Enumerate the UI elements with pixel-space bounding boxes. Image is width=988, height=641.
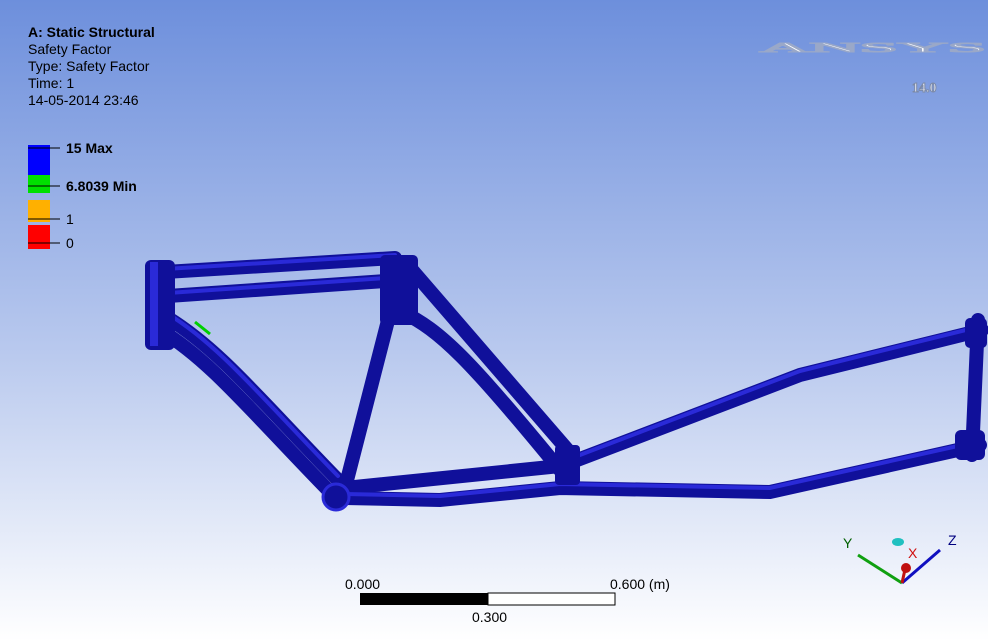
legend-swatch bbox=[28, 145, 50, 175]
header-line: Safety Factor bbox=[28, 41, 112, 57]
legend-label: 0 bbox=[66, 235, 74, 251]
legend-label: 6.8039 Min bbox=[66, 178, 137, 194]
scale-bar-light bbox=[488, 593, 615, 605]
header-line: Type: Safety Factor bbox=[28, 58, 150, 74]
scale-middle: 0.300 bbox=[472, 609, 507, 625]
legend-swatch bbox=[28, 225, 50, 249]
logo-brand: ANSYS bbox=[760, 41, 986, 56]
triad-x: X bbox=[908, 545, 918, 561]
scale-bar-dark bbox=[360, 593, 488, 605]
legend-label: 15 Max bbox=[66, 140, 113, 156]
triad-y: Y bbox=[843, 535, 853, 551]
header-line: 14-05-2014 23:46 bbox=[28, 92, 139, 108]
triad-z: Z bbox=[948, 532, 957, 548]
viewport: A: Static Structural Safety Factor Type:… bbox=[0, 0, 988, 641]
scale-end: 0.600 (m) bbox=[610, 576, 670, 592]
legend-swatch bbox=[28, 175, 50, 193]
logo-version: 14.0 bbox=[912, 81, 937, 96]
header-title: A: Static Structural bbox=[28, 24, 155, 40]
scale-start: 0.000 bbox=[345, 576, 380, 592]
legend-label: 1 bbox=[66, 211, 74, 227]
header-line: Time: 1 bbox=[28, 75, 74, 91]
